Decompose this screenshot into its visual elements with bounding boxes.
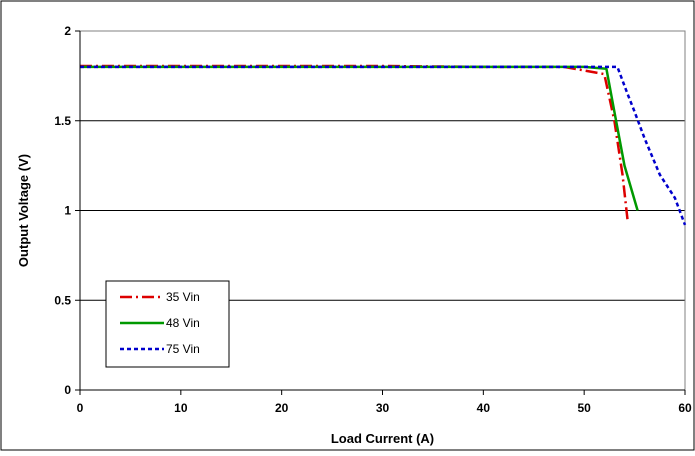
legend-label: 48 Vin	[166, 316, 200, 330]
series-line-75-vin	[80, 65, 687, 226]
y-tick-label: 2	[64, 24, 71, 38]
legend-label: 75 Vin	[166, 342, 200, 356]
axes: 00.511.520 10 20 30 40 50 60	[54, 24, 692, 415]
y-axis-title: Output Voltage (V)	[16, 154, 31, 267]
y-tick-label: 1.5	[54, 114, 71, 128]
x-tick-label: 10	[174, 401, 188, 415]
x-tick-label: 20	[275, 401, 289, 415]
x-tick-label: 0	[77, 401, 84, 415]
y-tick-label: 1	[64, 204, 71, 218]
x-axis-title: Load Current (A)	[331, 431, 434, 446]
y-tick-label: 0.5	[54, 293, 71, 307]
series-line-48-vin	[80, 65, 639, 211]
x-tick-label: 30	[376, 401, 390, 415]
x-tick-label: 40	[477, 401, 491, 415]
x-tick-label: 50	[577, 401, 591, 415]
legend: 35 Vin 48 Vin 75 Vin	[105, 280, 230, 368]
series-lines	[80, 64, 687, 226]
y-tick-label: 0	[64, 383, 71, 397]
legend-label: 35 Vin	[166, 290, 200, 304]
x-tick-label: 60	[678, 401, 692, 415]
